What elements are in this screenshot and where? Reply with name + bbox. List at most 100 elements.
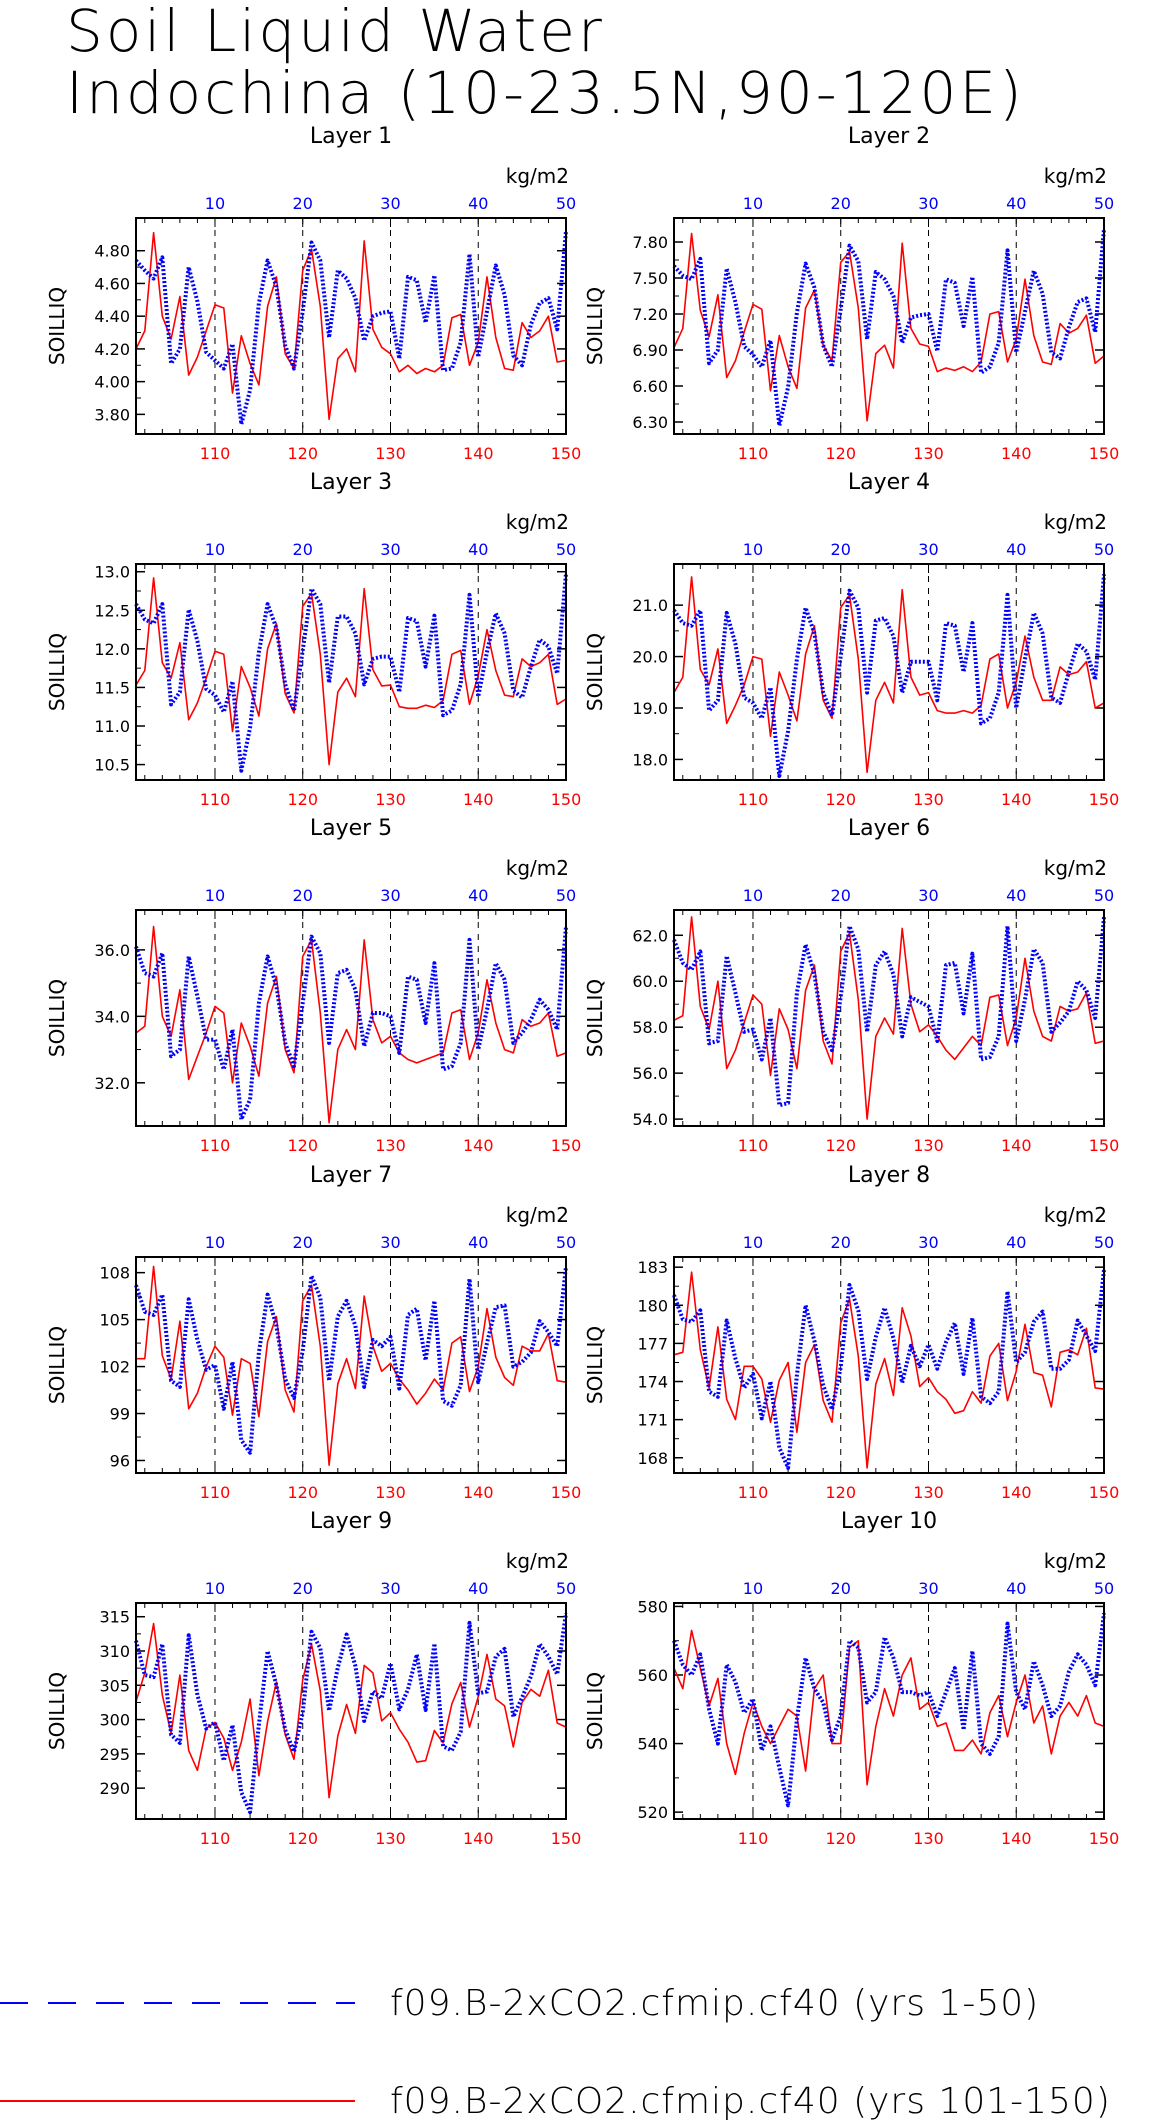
x-tick-label-top: 20 bbox=[293, 194, 313, 213]
y-tick-label: 177 bbox=[637, 1334, 668, 1353]
figure-title-line2: Indochina (10-23.5N,90-120E) bbox=[66, 59, 1025, 127]
x-tick-label-top: 10 bbox=[743, 1233, 763, 1252]
y-tick-label: 34.0 bbox=[94, 1007, 130, 1026]
x-tick-label-top: 50 bbox=[1094, 886, 1114, 905]
y-tick-label: 10.5 bbox=[94, 756, 130, 775]
x-tick-label-bottom: 130 bbox=[375, 790, 406, 809]
y-tick-label: 62.0 bbox=[632, 926, 668, 945]
x-tick-label-bottom: 130 bbox=[913, 1829, 944, 1848]
x-tick-label-top: 20 bbox=[831, 1579, 851, 1598]
chart-panels: Layer 1 kg/m2 3.80 4.00 4.20 4.40 4.60 4.80 110 1… bbox=[45, 124, 1119, 1848]
y-tick-label: 36.0 bbox=[94, 941, 130, 960]
y-tick-label: 96 bbox=[110, 1451, 130, 1470]
x-tick-label-bottom: 120 bbox=[287, 1829, 318, 1848]
plot-frame bbox=[135, 1256, 567, 1474]
x-tick-label-bottom: 130 bbox=[913, 1483, 944, 1502]
y-axis-label: SOILLIQ bbox=[45, 1672, 69, 1750]
x-tick-label-bottom: 140 bbox=[1001, 1483, 1032, 1502]
panel-title: Layer 1 bbox=[310, 124, 392, 149]
x-tick-label-top: 50 bbox=[1094, 540, 1114, 559]
units-label: kg/m2 bbox=[506, 1203, 569, 1227]
x-tick-label-bottom: 150 bbox=[551, 1483, 582, 1502]
y-tick-label: 168 bbox=[637, 1449, 668, 1468]
panel-title: Layer 8 bbox=[848, 1163, 930, 1188]
x-tick-label-bottom: 150 bbox=[551, 1829, 582, 1848]
y-tick-label: 315 bbox=[99, 1608, 130, 1627]
x-tick-label-top: 10 bbox=[205, 540, 225, 559]
y-tick-label: 180 bbox=[637, 1296, 668, 1315]
series-line-yrs-1-50 bbox=[672, 1613, 1106, 1808]
y-tick-label: 310 bbox=[99, 1642, 130, 1661]
series-line-yrs-1-50 bbox=[134, 926, 568, 1122]
x-tick-label-bottom: 130 bbox=[375, 1483, 406, 1502]
x-tick-label-top: 50 bbox=[1094, 1579, 1114, 1598]
units-label: kg/m2 bbox=[506, 164, 569, 188]
x-tick-label-bottom: 120 bbox=[825, 1136, 856, 1155]
series-line-yrs-101-150 bbox=[136, 1265, 567, 1466]
panel-title: Layer 3 bbox=[310, 470, 392, 495]
y-tick-label: 20.0 bbox=[632, 648, 668, 667]
y-axis-label: SOILLIQ bbox=[45, 979, 69, 1057]
x-tick-label-top: 50 bbox=[1094, 1233, 1114, 1252]
x-tick-label-top: 10 bbox=[743, 540, 763, 559]
units-label: kg/m2 bbox=[1044, 510, 1107, 534]
x-tick-label-top: 40 bbox=[468, 540, 488, 559]
y-tick-label: 300 bbox=[99, 1711, 130, 1730]
x-tick-label-top: 20 bbox=[293, 540, 313, 559]
legend-label-2: f09.B-2xCO2.cfmip.cf40 (yrs 101-150) bbox=[390, 2081, 1111, 2120]
series-line-yrs-1-50 bbox=[134, 573, 568, 773]
plot-frame bbox=[673, 563, 1105, 781]
y-tick-label: 21.0 bbox=[632, 596, 668, 615]
y-tick-label: 305 bbox=[99, 1676, 130, 1695]
series-line-yrs-101-150 bbox=[673, 916, 1105, 1120]
y-axis-label: SOILLIQ bbox=[583, 633, 607, 711]
y-tick-label: 11.0 bbox=[94, 717, 130, 736]
y-tick-label: 12.5 bbox=[94, 601, 130, 620]
x-tick-label-top: 10 bbox=[743, 886, 763, 905]
panel-title: Layer 9 bbox=[310, 1509, 392, 1534]
x-tick-label-bottom: 120 bbox=[287, 790, 318, 809]
plot-frame bbox=[673, 909, 1105, 1127]
x-tick-label-bottom: 130 bbox=[913, 1136, 944, 1155]
series-line-yrs-1-50 bbox=[672, 574, 1106, 778]
y-tick-label: 18.0 bbox=[632, 750, 668, 769]
y-tick-label: 11.5 bbox=[94, 678, 130, 697]
x-tick-label-top: 10 bbox=[205, 194, 225, 213]
units-label: kg/m2 bbox=[1044, 856, 1107, 880]
series-line-yrs-101-150 bbox=[673, 1271, 1105, 1469]
plot-frame bbox=[135, 217, 567, 435]
chart-panel-4: Layer 4 kg/m2 18.0 19.0 20.0 21.0 110 120 130 140… bbox=[583, 470, 1119, 809]
x-tick-label-top: 50 bbox=[556, 194, 576, 213]
x-tick-label-top: 50 bbox=[556, 1579, 576, 1598]
y-axis-label: SOILLIQ bbox=[583, 1672, 607, 1750]
x-tick-label-bottom: 140 bbox=[1001, 1136, 1032, 1155]
series-line-yrs-1-50 bbox=[134, 230, 568, 427]
x-tick-label-top: 30 bbox=[380, 1579, 400, 1598]
y-axis-label: SOILLIQ bbox=[45, 1326, 69, 1404]
y-tick-label: 19.0 bbox=[632, 699, 668, 718]
y-tick-label: 13.0 bbox=[94, 563, 130, 582]
chart-panel-2: Layer 2 kg/m2 6.30 6.60 6.90 7.20 7.50 7.80 110 1… bbox=[583, 124, 1119, 463]
x-tick-label-bottom: 140 bbox=[463, 1136, 494, 1155]
x-tick-label-bottom: 110 bbox=[738, 444, 769, 463]
x-tick-label-bottom: 110 bbox=[200, 444, 231, 463]
y-tick-label: 540 bbox=[637, 1735, 668, 1754]
y-tick-label: 7.20 bbox=[632, 305, 668, 324]
units-label: kg/m2 bbox=[1044, 1549, 1107, 1573]
panel-title: Layer 5 bbox=[310, 816, 392, 841]
x-tick-label-top: 20 bbox=[831, 540, 851, 559]
x-tick-label-bottom: 110 bbox=[738, 1829, 769, 1848]
x-tick-label-top: 50 bbox=[556, 540, 576, 559]
y-axis-label: SOILLIQ bbox=[583, 1326, 607, 1404]
x-tick-label-top: 20 bbox=[831, 194, 851, 213]
chart-panel-10: Layer 10 kg/m2 520 540 560 580 110 120 130 140 150… bbox=[583, 1509, 1119, 1848]
panel-title: Layer 10 bbox=[841, 1509, 937, 1534]
x-tick-label-bottom: 140 bbox=[463, 444, 494, 463]
chart-panel-5: Layer 5 kg/m2 32.0 34.0 36.0 110 120 130 140 150 1… bbox=[45, 816, 581, 1155]
x-tick-label-bottom: 130 bbox=[375, 444, 406, 463]
x-tick-label-bottom: 110 bbox=[200, 1829, 231, 1848]
panel-title: Layer 7 bbox=[310, 1163, 392, 1188]
x-tick-label-top: 20 bbox=[293, 886, 313, 905]
chart-panel-9: Layer 9 kg/m2 290 295 300 305 310 315 110 120 130 1… bbox=[45, 1509, 581, 1848]
